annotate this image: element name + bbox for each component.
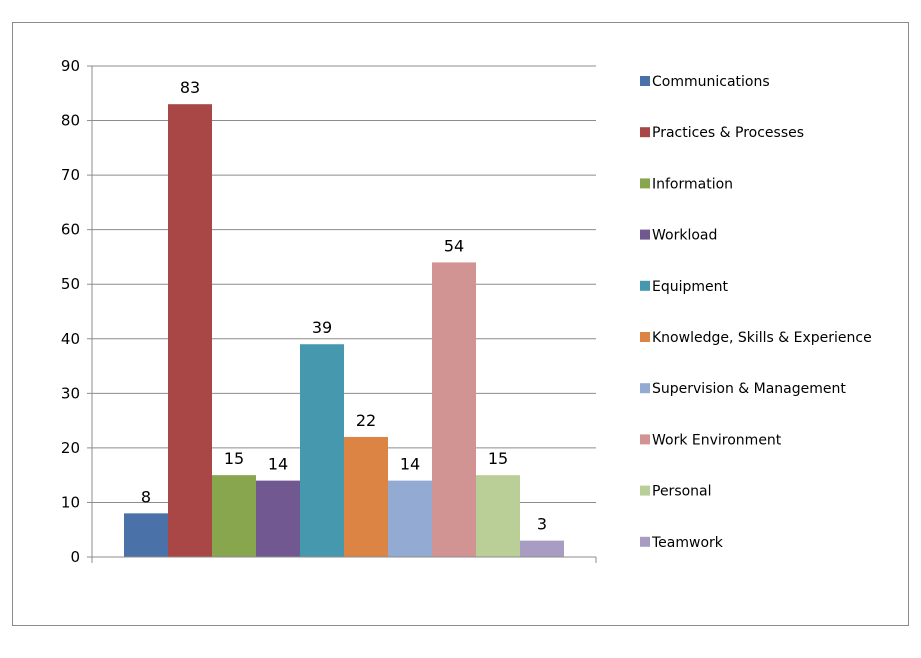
legend-item: Communications: [640, 74, 770, 90]
legend-item: Knowledge, Skills & Experience: [640, 330, 872, 346]
legend-label: Information: [652, 176, 733, 192]
legend-label: Supervision & Management: [652, 381, 846, 397]
legend-swatch: [640, 280, 650, 291]
y-tick-label: 20: [61, 439, 80, 457]
legend-swatch: [640, 485, 650, 496]
data-label-9: 15: [488, 449, 508, 468]
legend: Communications Practices & Processes Infor…: [640, 74, 872, 551]
legend-item: Supervision & Management: [640, 381, 846, 397]
bar-2: [168, 104, 212, 557]
axes: 0 10 20 30 40 50 60 70 80 90: [61, 57, 597, 566]
bar-8: [432, 262, 476, 557]
legend-swatch: [640, 178, 650, 189]
legend-swatch: [640, 434, 650, 445]
data-label-1: 8: [141, 487, 151, 506]
legend-label: Personal: [652, 484, 712, 500]
legend-label: Workload: [652, 228, 717, 244]
legend-label: Teamwork: [651, 535, 724, 551]
legend-swatch: [640, 127, 650, 138]
y-tick-label: 80: [61, 112, 80, 130]
legend-swatch: [640, 332, 650, 342]
y-tick-label: 0: [70, 548, 80, 566]
y-tick-label: 40: [61, 330, 80, 348]
legend-item: Information: [640, 176, 733, 192]
legend-label: Practices & Processes: [652, 125, 804, 141]
y-tick-label: 30: [61, 384, 80, 402]
bar-6: [344, 436, 388, 557]
data-label-6: 22: [356, 411, 376, 430]
bar-3: [212, 475, 256, 557]
legend-item: Equipment: [640, 279, 729, 295]
legend-item: Practices & Processes: [640, 125, 804, 141]
chart-frame: 0 10 20 30 40 50 60 70 80 90 8 83 15 14 39 22 14 54 15 3 C…: [12, 22, 909, 626]
legend-swatch: [640, 76, 650, 86]
y-tick-label: 60: [61, 221, 80, 239]
bar-1: [124, 513, 168, 557]
bar-5: [300, 344, 344, 557]
y-tick-label: 50: [61, 275, 80, 293]
legend-label: Communications: [652, 74, 770, 90]
data-label-8: 54: [444, 236, 464, 255]
data-label-4: 14: [268, 455, 288, 474]
y-tick-label: 70: [61, 166, 80, 184]
legend-item: Personal: [640, 484, 712, 500]
y-tick-label: 90: [61, 57, 80, 75]
legend-item: Workload: [640, 228, 717, 244]
bar-7: [388, 480, 432, 557]
legend-swatch: [640, 383, 650, 394]
legend-label: Knowledge, Skills & Experience: [652, 330, 872, 346]
bar-9: [476, 475, 520, 557]
legend-item: Work Environment: [640, 432, 782, 448]
data-label-10: 3: [537, 515, 547, 534]
legend-label: Equipment: [652, 279, 729, 295]
legend-swatch: [640, 536, 650, 547]
legend-swatch: [640, 229, 650, 240]
bar-10: [520, 540, 564, 557]
data-label-3: 15: [224, 449, 244, 468]
data-label-7: 14: [400, 455, 420, 474]
bars: [124, 104, 564, 557]
data-label-5: 39: [312, 318, 332, 337]
data-label-2: 83: [180, 78, 200, 97]
y-tick-label: 10: [61, 493, 80, 511]
data-labels: 8 83 15 14 39 22 14 54 15 3: [141, 78, 547, 533]
bar-chart: 0 10 20 30 40 50 60 70 80 90 8 83 15 14 39 22 14 54 15 3 C…: [61, 57, 872, 566]
legend-label: Work Environment: [652, 432, 782, 448]
legend-item: Teamwork: [640, 535, 724, 551]
bar-4: [256, 480, 300, 557]
